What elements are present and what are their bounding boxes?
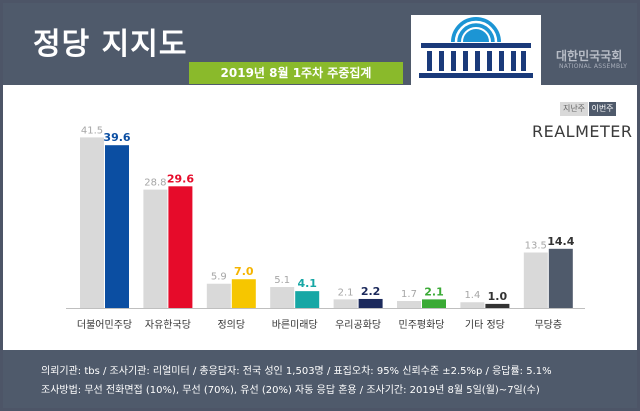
- realmeter-brand-logo: REALMETER: [532, 122, 633, 141]
- category-label-1: 자유한국당: [145, 319, 191, 331]
- bar-previous-7: [523, 252, 548, 308]
- bar-current-1: [168, 186, 193, 308]
- institution-name-english: NATIONAL ASSEMBLY: [559, 63, 628, 70]
- value-label-previous-7: 13.5: [525, 241, 547, 252]
- value-label-current-4: 2.2: [361, 285, 381, 298]
- value-label-current-3: 4.1: [297, 277, 317, 290]
- legend-previous-week: 지난주: [560, 102, 588, 116]
- value-label-current-6: 1.0: [488, 290, 508, 303]
- value-label-previous-2: 5.9: [211, 272, 227, 283]
- value-label-current-5: 2.1: [424, 285, 444, 298]
- bar-previous-4: [333, 299, 358, 308]
- bar-previous-1: [143, 189, 168, 308]
- survey-period-badge: 2019년 8월 1주차 주중집계: [189, 62, 403, 84]
- value-label-current-7: 14.4: [547, 235, 574, 248]
- bar-current-4: [358, 298, 383, 308]
- institution-name-korean: 대한민국국회: [556, 49, 623, 63]
- category-label-6: 기타 정당: [465, 319, 505, 331]
- assembly-building-icon: [419, 17, 533, 78]
- category-label-5: 민주평화당: [399, 319, 445, 331]
- survey-info-line-1: 의뢰기관: tbs / 조사기관: 리얼미터 / 총응답자: 전국 성인 1,5…: [41, 366, 552, 377]
- bar-previous-0: [80, 137, 104, 308]
- legend-current-week: 이번주: [589, 102, 616, 116]
- national-assembly-emblem: [411, 15, 541, 85]
- page-title: 정당 지지도: [33, 27, 188, 62]
- bar-current-6: [485, 303, 510, 308]
- value-label-current-0: 39.6: [103, 131, 130, 144]
- bar-current-0: [105, 145, 129, 308]
- bar-current-3: [295, 291, 320, 308]
- value-label-current-1: 29.6: [167, 172, 194, 185]
- value-label-previous-3: 5.1: [274, 275, 290, 286]
- category-label-0: 더불어민주당: [77, 319, 132, 331]
- category-label-2: 정의당: [217, 319, 245, 331]
- bar-current-2: [231, 279, 256, 308]
- bar-previous-6: [460, 302, 485, 308]
- header-banner: 정당 지지도 2019년 8월 1주차 주중집계 대한민국국회 NATIONAL…: [3, 3, 637, 85]
- survey-footer: 의뢰기관: tbs / 조사기관: 리얼미터 / 총응답자: 전국 성인 1,5…: [3, 350, 637, 408]
- value-label-previous-6: 1.4: [464, 290, 480, 301]
- value-label-previous-0: 41.5: [81, 125, 103, 136]
- value-label-previous-1: 28.8: [144, 178, 166, 189]
- value-label-previous-4: 2.1: [338, 287, 354, 298]
- survey-info-line-2: 조사방법: 무선 전화면접 (10%), 무선 (70%), 유선 (20%) …: [41, 385, 540, 396]
- bar-current-5: [422, 299, 446, 308]
- bar-previous-2: [206, 283, 231, 308]
- value-label-previous-5: 1.7: [401, 289, 417, 300]
- category-label-7: 무당층: [534, 319, 562, 331]
- bar-previous-5: [397, 301, 421, 308]
- category-label-3: 바른미래당: [272, 319, 318, 331]
- bar-previous-3: [270, 287, 295, 308]
- bar-current-7: [548, 248, 573, 308]
- value-label-current-2: 7.0: [234, 265, 254, 278]
- category-label-4: 우리공화당: [335, 319, 381, 331]
